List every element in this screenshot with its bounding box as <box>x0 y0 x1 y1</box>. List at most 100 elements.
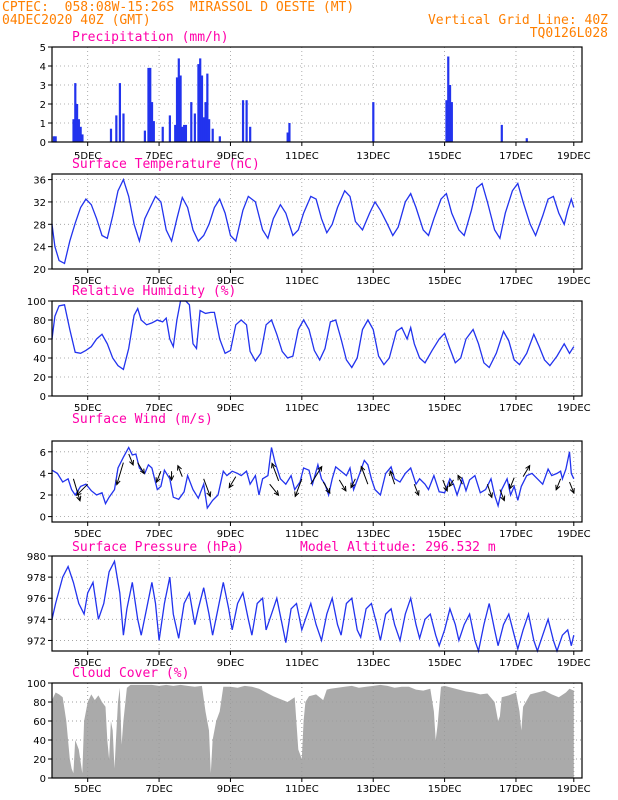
wind-arrow-head <box>228 482 234 489</box>
wind-arrow-head <box>129 459 134 467</box>
precip-bar <box>525 138 528 142</box>
x-tick-label: 19DEC <box>557 529 591 540</box>
wind-arrow <box>177 465 183 477</box>
precip-bar <box>204 102 207 142</box>
y-tick-label: 974 <box>27 615 46 626</box>
precip-bar <box>115 115 118 142</box>
x-tick-label: 19DEC <box>557 151 591 162</box>
precip-bar <box>147 67 150 142</box>
y-tick-label: 80 <box>33 316 46 327</box>
x-tick-label: 17DEC <box>499 403 533 414</box>
wind-arrow-head <box>177 464 182 471</box>
precip-bar <box>241 100 245 142</box>
x-tick-label: 11DEC <box>285 151 319 162</box>
precip-bar <box>179 75 182 142</box>
wind-arrow-head <box>317 465 323 472</box>
y-tick-label: 24 <box>33 243 46 254</box>
wind-arrow <box>116 462 124 485</box>
wind-arrow <box>350 478 356 488</box>
y-tick-label: 0 <box>40 513 46 524</box>
wind-arrow-head <box>350 482 356 489</box>
y-tick-label: 0 <box>40 774 46 785</box>
wind-arrow-head <box>76 495 82 502</box>
y-tick-label: 978 <box>27 573 46 584</box>
panel-title: Surface Temperature (nC) <box>72 157 260 172</box>
panel-frame <box>51 555 583 652</box>
precip-bar <box>75 104 79 142</box>
wind-arrow <box>389 470 396 485</box>
precip-bar <box>74 83 77 142</box>
precip-bar <box>249 126 252 142</box>
wind-arrow-head <box>115 479 121 486</box>
x-tick-label: 5DEC <box>74 529 101 540</box>
precip-bar <box>149 67 152 142</box>
wind-arrow-head <box>360 465 366 472</box>
wind-arrow-head <box>500 495 506 502</box>
x-tick-label: 19DEC <box>557 658 591 669</box>
panel-subtitle: Model Altitude: 296.532 m <box>300 540 496 555</box>
wind-arrow-head <box>155 477 161 484</box>
wind-arrow <box>522 465 531 477</box>
wind-arrow-head <box>389 469 395 477</box>
wind-arrow <box>457 475 463 485</box>
wind-arrow <box>499 489 505 501</box>
precip-bar <box>447 56 450 142</box>
wind-arrow-head <box>139 468 145 475</box>
precip-bar <box>183 124 186 142</box>
precip-bar <box>202 117 205 142</box>
precip-bar <box>218 136 221 142</box>
x-tick-label: 7DEC <box>145 784 172 795</box>
series-line <box>51 300 575 371</box>
panel-title: Surface Wind (m/s) <box>72 412 213 427</box>
x-tick-label: 11DEC <box>285 784 319 795</box>
wind-arrow <box>203 478 211 497</box>
precip-bar <box>122 113 125 142</box>
header-grid-note: Vertical Grid Line: 40Z <box>427 13 608 28</box>
y-tick-label: 20 <box>33 265 46 276</box>
x-tick-label: 19DEC <box>557 276 591 287</box>
precip-bar <box>79 126 82 142</box>
wind-arrow <box>137 462 145 474</box>
x-tick-label: 13DEC <box>356 658 390 669</box>
panel-3: Surface Wind (m/s) 0 2 4 6 5DEC 7DEC 9DEC 11DEC 1… <box>40 412 591 540</box>
x-tick-label: 7DEC <box>145 529 172 540</box>
x-tick-label: 17DEC <box>499 151 533 162</box>
y-tick-label: 3 <box>40 81 46 92</box>
x-tick-label: 11DEC <box>285 529 319 540</box>
wind-arrow-head <box>508 483 514 490</box>
x-tick-label: 7DEC <box>145 658 172 669</box>
y-tick-label: 5 <box>40 43 46 54</box>
x-tick-label: 13DEC <box>356 784 390 795</box>
precip-bar <box>118 83 122 142</box>
precip-bar <box>372 102 375 142</box>
x-tick-label: 17DEC <box>499 784 533 795</box>
wind-arrow-head <box>487 492 493 499</box>
wind-arrow-head <box>525 464 531 471</box>
precip-bar <box>177 58 180 142</box>
panel-title: Relative Humidity (%) <box>72 284 236 299</box>
panel-title: Cloud Cover (%) <box>72 666 189 681</box>
wind-arrow-head <box>448 481 454 488</box>
y-tick-label: 976 <box>27 594 46 605</box>
y-tick-label: 6 <box>40 448 46 459</box>
precip-bar <box>211 128 214 142</box>
x-tick-label: 13DEC <box>356 529 390 540</box>
precip-bar <box>197 64 200 142</box>
x-tick-label: 11DEC <box>285 658 319 669</box>
wind-arrow <box>128 453 134 466</box>
wind-arrow-head <box>325 488 331 495</box>
x-tick-label: 13DEC <box>356 276 390 287</box>
panel-frame <box>51 173 583 270</box>
wind-arrow <box>413 484 420 496</box>
wind-arrow <box>294 478 303 497</box>
wind-arrow <box>155 471 162 483</box>
series-line <box>51 177 575 265</box>
precip-bar <box>184 124 188 142</box>
x-tick-label: 15DEC <box>428 658 462 669</box>
y-tick-label: 100 <box>27 297 46 308</box>
precip-bar <box>77 119 80 142</box>
panel-title: Precipitation (mm/h) <box>72 30 229 45</box>
x-tick-label: 13DEC <box>356 151 390 162</box>
precip-bar <box>190 102 193 142</box>
precip-bar <box>143 130 146 142</box>
